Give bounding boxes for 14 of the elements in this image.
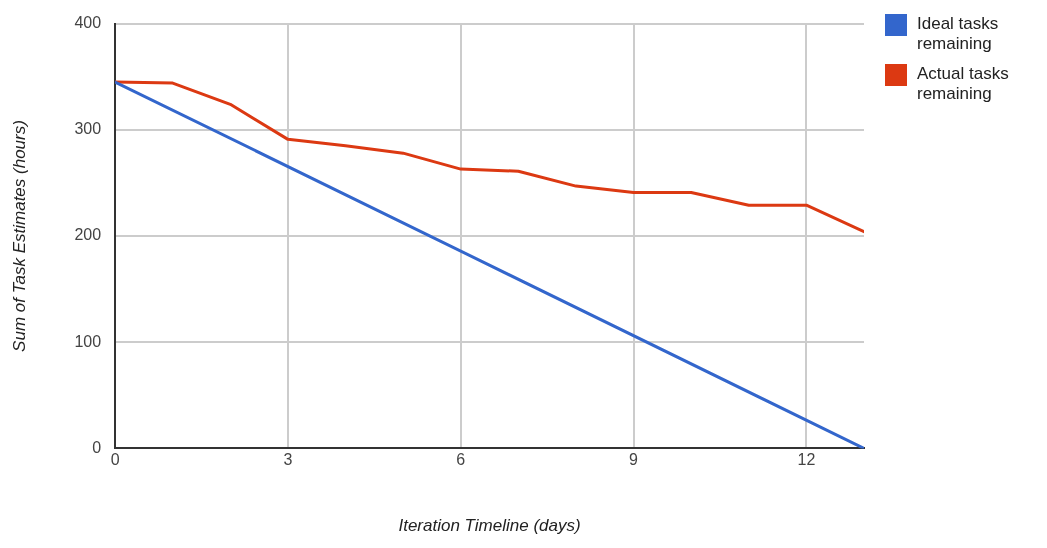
x-axis-title: Iteration Timeline (days) [398,515,581,535]
y-tick-label: 300 [74,120,102,138]
x-tick-label: 9 [629,451,639,469]
legend-label: Ideal tasks remaining [917,14,1000,54]
x-tick-label: 0 [110,451,120,469]
y-axis-title: Sum of Task Estimates (hours) [9,120,29,352]
x-tick-label: 6 [456,451,466,469]
y-tick-label: 0 [92,438,102,456]
y-tick-label: 100 [74,332,102,350]
x-tick-label: 12 [797,451,816,469]
y-tick-label: 200 [74,226,102,244]
x-tick-label: 3 [283,451,293,469]
y-tick-label: 400 [74,14,102,32]
legend-label: Actual tasks remaining [917,64,1010,104]
